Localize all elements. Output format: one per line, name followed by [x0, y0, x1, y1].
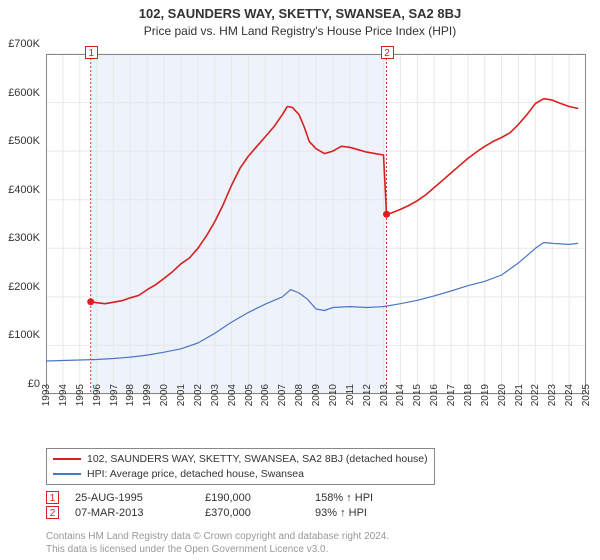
line-chart-svg [46, 44, 586, 404]
x-tick-label: 2020 [497, 384, 508, 406]
x-tick-label: 2006 [260, 384, 271, 406]
y-axis-labels: £0£100K£200K£300K£400K£500K£600K£700K [0, 44, 44, 384]
sales-row-delta: 158% ↑ HPI [315, 492, 373, 504]
chart-subtitle: Price paid vs. HM Land Registry's House … [0, 21, 600, 42]
chart-title: 102, SAUNDERS WAY, SKETTY, SWANSEA, SA2 … [0, 0, 600, 21]
x-tick-label: 2015 [412, 384, 423, 406]
x-tick-label: 2007 [277, 384, 288, 406]
x-tick-label: 2003 [210, 384, 221, 406]
y-tick-label: £200K [8, 281, 40, 293]
legend-label: HPI: Average price, detached house, Swan… [87, 467, 304, 482]
legend-row: 102, SAUNDERS WAY, SKETTY, SWANSEA, SA2 … [53, 452, 428, 467]
sales-row: 2 07-MAR-2013£370,00093% ↑ HPI [46, 506, 586, 519]
x-tick-label: 2025 [581, 384, 592, 406]
x-tick-label: 2013 [379, 384, 390, 406]
below-chart: 102, SAUNDERS WAY, SKETTY, SWANSEA, SA2 … [46, 448, 586, 521]
y-tick-label: £100K [8, 329, 40, 341]
footer-line-2: This data is licensed under the Open Gov… [46, 543, 389, 556]
y-tick-label: £500K [8, 135, 40, 147]
x-tick-label: 2022 [530, 384, 541, 406]
x-tick-label: 2008 [294, 384, 305, 406]
sales-row: 1 25-AUG-1995£190,000158% ↑ HPI [46, 491, 586, 504]
x-tick-label: 2017 [446, 384, 457, 406]
y-tick-label: £600K [8, 87, 40, 99]
legend-swatch [53, 473, 81, 475]
legend-box: 102, SAUNDERS WAY, SKETTY, SWANSEA, SA2 … [46, 448, 435, 485]
x-tick-label: 2010 [328, 384, 339, 406]
y-tick-label: £400K [8, 184, 40, 196]
legend-row: HPI: Average price, detached house, Swan… [53, 467, 428, 482]
x-tick-label: 1998 [125, 384, 136, 406]
x-tick-label: 1996 [92, 384, 103, 406]
y-tick-label: £300K [8, 232, 40, 244]
x-tick-label: 2009 [311, 384, 322, 406]
legend-swatch [53, 458, 81, 460]
sale-marker-badge: 1 [85, 46, 98, 59]
footer-attribution: Contains HM Land Registry data © Crown c… [46, 530, 389, 556]
x-tick-label: 2016 [429, 384, 440, 406]
sales-row-date: 25-AUG-1995 [75, 492, 205, 504]
x-tick-label: 2004 [227, 384, 238, 406]
x-tick-label: 2014 [395, 384, 406, 406]
sales-row-price: £190,000 [205, 492, 315, 504]
x-tick-label: 2002 [193, 384, 204, 406]
chart-area: £0£100K£200K£300K£400K£500K£600K£700K 12… [46, 44, 586, 404]
sales-row-marker: 1 [46, 491, 59, 504]
sales-row-price: £370,000 [205, 507, 315, 519]
y-tick-label: £0 [28, 378, 40, 390]
x-tick-label: 2024 [564, 384, 575, 406]
x-tick-label: 2021 [514, 384, 525, 406]
x-tick-label: 2011 [345, 384, 356, 406]
x-tick-label: 1993 [41, 384, 52, 406]
x-tick-label: 1997 [109, 384, 120, 406]
sales-row-date: 07-MAR-2013 [75, 507, 205, 519]
footer-line-1: Contains HM Land Registry data © Crown c… [46, 530, 389, 543]
x-tick-label: 2019 [480, 384, 491, 406]
x-tick-label: 2023 [547, 384, 558, 406]
x-tick-label: 2018 [463, 384, 474, 406]
sales-table: 1 25-AUG-1995£190,000158% ↑ HPI 2 07-MAR-20… [46, 491, 586, 519]
x-axis-labels: 1993199419951996199719981999200020012002… [46, 384, 586, 404]
legend-label: 102, SAUNDERS WAY, SKETTY, SWANSEA, SA2 … [87, 452, 428, 467]
sales-row-marker: 2 [46, 506, 59, 519]
y-tick-label: £700K [8, 38, 40, 50]
sales-row-delta: 93% ↑ HPI [315, 507, 367, 519]
x-tick-label: 2001 [176, 384, 187, 406]
x-tick-label: 1995 [75, 384, 86, 406]
x-tick-label: 2012 [362, 384, 373, 406]
sale-marker-badge: 2 [381, 46, 394, 59]
x-tick-label: 2000 [159, 384, 170, 406]
x-tick-label: 2005 [244, 384, 255, 406]
x-tick-label: 1999 [142, 384, 153, 406]
x-tick-label: 1994 [58, 384, 69, 406]
